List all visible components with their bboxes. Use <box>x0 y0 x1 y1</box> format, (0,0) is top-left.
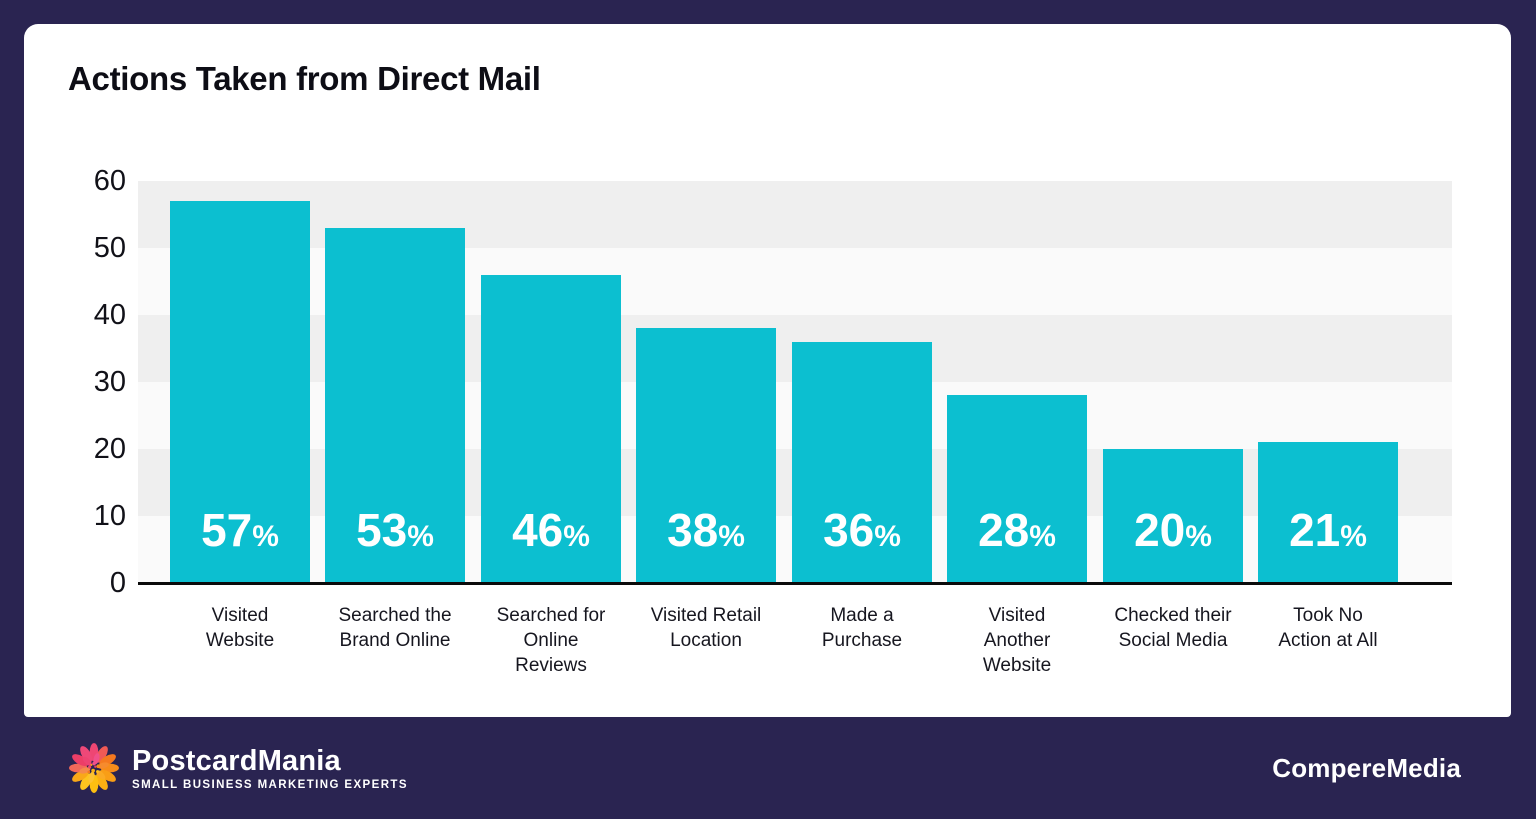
y-tick-label: 50 <box>93 232 126 264</box>
category-label: Made a Purchase <box>821 605 903 651</box>
y-tick-label: 10 <box>93 500 126 532</box>
comperemedia-wordmark: CompereMedia <box>1272 752 1461 783</box>
bar-value-label: 28% <box>978 504 1056 556</box>
bar-value-label: 36% <box>823 504 901 556</box>
x-axis-line <box>138 582 1452 585</box>
y-tick-label: 20 <box>93 433 126 465</box>
footer: PostcardMania SMALL BUSINESS MARKETING E… <box>24 717 1511 819</box>
bar-value-label: 46% <box>512 504 590 556</box>
category-label: Visited Another Website <box>982 605 1052 676</box>
bar: 46% <box>481 275 621 583</box>
plot-area: 57% 53% 46% 38% 36% 28% 20% 21% <box>138 181 1452 585</box>
bar-value-label: 53% <box>356 504 434 556</box>
category-label: Checked their Social Media <box>1114 605 1232 651</box>
y-tick-label: 40 <box>93 299 126 331</box>
postcardmania-tagline: SMALL BUSINESS MARKETING EXPERTS <box>132 778 408 791</box>
category-label: Visited Retail Location <box>650 605 762 651</box>
bar-value-label: 38% <box>667 504 745 556</box>
category-label: Searched for Online Reviews <box>496 605 606 676</box>
bar-value-label: 21% <box>1289 504 1367 556</box>
postcardmania-flower-icon <box>69 743 119 793</box>
y-tick-label: 30 <box>93 366 126 398</box>
category-label: Visited Website <box>205 605 275 651</box>
category-label: Searched the Brand Online <box>338 605 452 651</box>
chart-panel: Actions Taken from Direct Mail 57% 53% 46%… <box>24 24 1511 717</box>
bar: 36% <box>792 342 932 583</box>
chart-title: Actions Taken from Direct Mail <box>68 60 541 97</box>
postcardmania-wordmark: PostcardMania <box>132 744 341 777</box>
bar-value-label: 20% <box>1134 504 1212 556</box>
postcardmania-brand: PostcardMania SMALL BUSINESS MARKETING E… <box>66 739 408 797</box>
bar: 21% <box>1258 442 1398 583</box>
bar: 28% <box>947 395 1087 583</box>
bar-value-label: 57% <box>201 504 279 556</box>
y-tick-label: 60 <box>93 165 126 197</box>
bar: 53% <box>325 228 465 583</box>
y-tick-label: 0 <box>109 567 126 599</box>
bar: 20% <box>1103 449 1243 583</box>
bar: 57% <box>170 201 310 583</box>
bar: 38% <box>636 328 776 583</box>
category-label: Took No Action at All <box>1278 605 1378 651</box>
